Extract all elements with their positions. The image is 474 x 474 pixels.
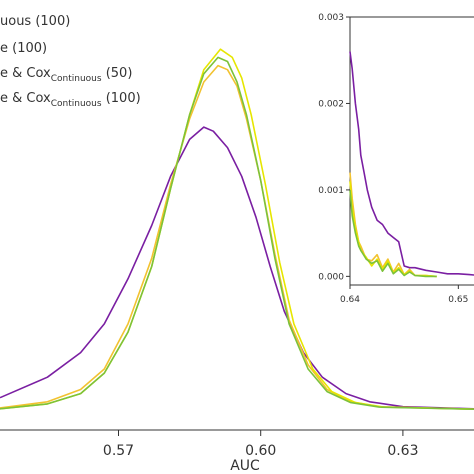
inset-x-axis-ticks: 0.64 0.65 bbox=[340, 285, 468, 305]
inset-series-line-purple bbox=[349, 51, 474, 276]
x-axis-title: AUC bbox=[230, 458, 260, 474]
inset-y-axis-ticks: 0.000 0.001 0.002 0.003 bbox=[318, 13, 350, 282]
series-line-green bbox=[0, 56, 474, 410]
inset-y-tick-label: 0.000 bbox=[318, 272, 344, 282]
legend-entry-4: e & CoxContinuous (100) bbox=[0, 91, 141, 109]
inset-series-line-green bbox=[349, 189, 437, 278]
series-line-purple bbox=[0, 126, 474, 410]
legend-entry-2: e (100) bbox=[0, 41, 47, 56]
x-tick-label: 0.60 bbox=[245, 443, 276, 459]
series-line-orange bbox=[0, 64, 474, 410]
x-tick-label: 0.57 bbox=[103, 443, 134, 459]
x-axis-ticks: 0.57 0.60 0.63 bbox=[103, 430, 418, 459]
inset-frame bbox=[349, 16, 474, 286]
legend-entry-3: e & CoxContinuous (50) bbox=[0, 66, 132, 84]
inset-y-tick-label: 0.002 bbox=[318, 99, 344, 109]
legend: uous (100) e (100) e & CoxContinuous (50… bbox=[0, 14, 141, 109]
inset-y-tick-label: 0.001 bbox=[318, 186, 344, 196]
legend-entry-1: uous (100) bbox=[0, 14, 70, 29]
inset-x-tick-label: 0.64 bbox=[340, 295, 360, 305]
inset-chart: 0.64 0.65 0.000 0.001 0.002 0.003 bbox=[318, 13, 474, 305]
x-tick-label: 0.63 bbox=[387, 443, 418, 459]
main-series-group bbox=[0, 48, 474, 410]
inset-x-tick-label: 0.65 bbox=[448, 295, 468, 305]
inset-series-group bbox=[349, 51, 474, 278]
inset-y-tick-label: 0.003 bbox=[318, 13, 344, 23]
